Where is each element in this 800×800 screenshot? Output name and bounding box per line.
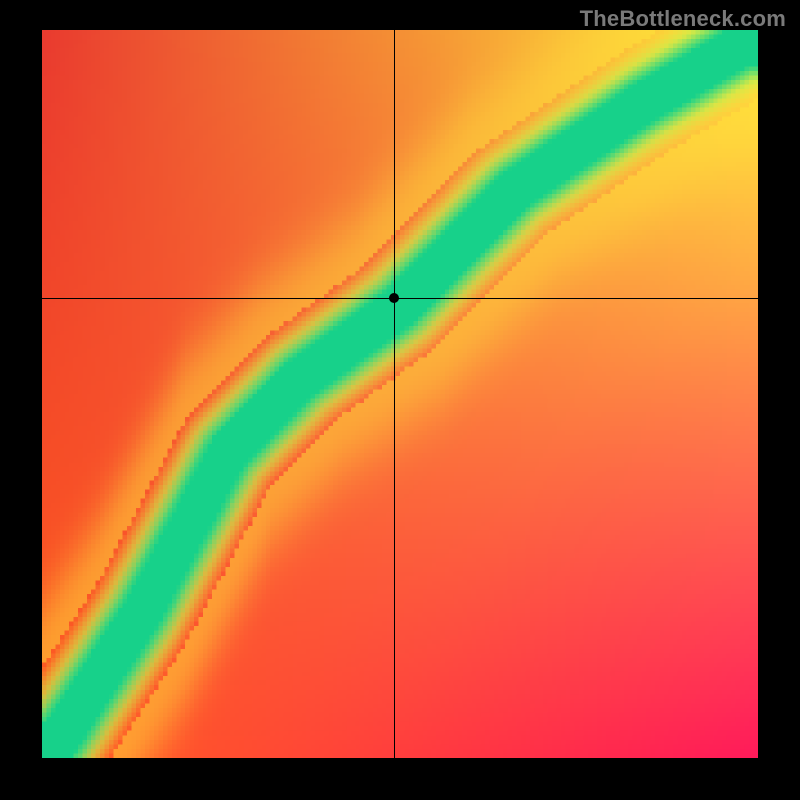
heatmap-canvas: [42, 30, 758, 758]
watermark-text: TheBottleneck.com: [580, 6, 786, 32]
crosshair-marker: [389, 293, 399, 303]
chart-container: TheBottleneck.com: [0, 0, 800, 800]
crosshair-vertical: [394, 30, 395, 758]
crosshair-horizontal: [42, 298, 758, 299]
plot-area: [42, 30, 758, 758]
